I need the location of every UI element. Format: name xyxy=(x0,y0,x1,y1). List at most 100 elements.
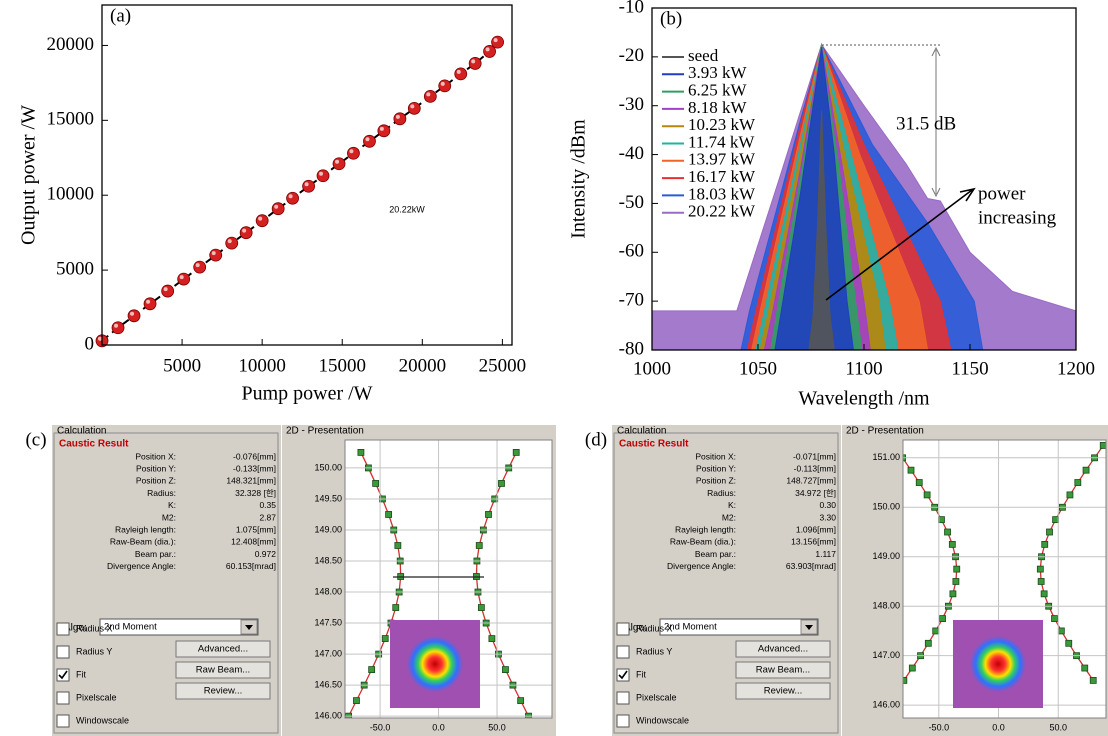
algo-select[interactable] xyxy=(659,618,819,636)
data-point xyxy=(502,666,509,673)
data-point xyxy=(1082,466,1090,474)
checkbox[interactable] xyxy=(56,691,70,705)
button[interactable] xyxy=(735,661,831,679)
button[interactable] xyxy=(735,682,831,700)
legend-label: 10.23 kW xyxy=(688,115,756,134)
data-point xyxy=(948,540,956,548)
data-point xyxy=(347,146,360,160)
button[interactable] xyxy=(175,661,271,679)
button-label: Review... xyxy=(204,686,243,697)
y-tick-label: 20000 xyxy=(47,34,95,55)
data-point xyxy=(394,542,402,549)
data-point xyxy=(1046,528,1053,536)
checkbox[interactable] xyxy=(616,668,630,682)
x-tick-label: 1000 xyxy=(633,358,671,379)
field-value: 63.903[mrad] xyxy=(786,561,836,571)
x-tick-label: 1200 xyxy=(1057,358,1095,379)
data-point xyxy=(143,297,157,311)
button[interactable] xyxy=(175,682,271,700)
data-point xyxy=(1051,615,1058,622)
field-label: Raw-Beam (dia.): xyxy=(110,537,176,547)
x-tick-label: 20000 xyxy=(399,355,447,376)
highlight xyxy=(349,149,354,154)
field-label: Divergence Angle: xyxy=(107,561,176,571)
y-tick-label: -60 xyxy=(619,241,644,262)
data-point xyxy=(423,89,437,103)
y-tick-label: 148.00 xyxy=(872,601,900,611)
data-point xyxy=(1081,664,1089,672)
y-axis-label: Output power /W xyxy=(18,105,40,245)
highlight xyxy=(130,311,135,316)
highlight xyxy=(426,92,431,97)
y-tick-label: -40 xyxy=(619,143,644,164)
checkbox-label: Fit xyxy=(636,669,646,679)
checkbox[interactable] xyxy=(56,645,70,659)
y-tick-label: 150.00 xyxy=(872,502,900,512)
checkbox[interactable] xyxy=(616,714,630,728)
inset-text: 20.22kW xyxy=(389,204,425,214)
data-point xyxy=(1052,516,1060,524)
x-tick-label: 0.0 xyxy=(432,722,445,732)
data-point xyxy=(944,528,951,536)
y-tick-label: 10000 xyxy=(47,184,95,205)
legend-label: seed xyxy=(688,46,719,65)
field-label: Rayleigh length: xyxy=(675,524,736,534)
x-tick-label: -50.0 xyxy=(370,722,391,732)
field-label: Beam par.: xyxy=(695,549,736,559)
highlight xyxy=(471,59,476,64)
x-tick-label: -50.0 xyxy=(929,722,950,732)
checkbox[interactable] xyxy=(616,622,630,636)
data-point xyxy=(517,697,525,705)
result-title: Caustic Result xyxy=(59,439,129,450)
algo-value: 2nd Moment xyxy=(104,622,157,633)
data-point xyxy=(923,491,931,499)
plot-content xyxy=(652,42,1076,350)
plot-title: 2D - Presentation xyxy=(846,426,924,437)
button-label: Review... xyxy=(764,686,803,697)
algo-select[interactable] xyxy=(99,618,259,636)
field-value: 3.30 xyxy=(819,512,836,522)
data-point xyxy=(377,124,391,138)
checkbox[interactable] xyxy=(56,668,70,682)
checkbox[interactable] xyxy=(616,645,630,659)
x-tick-label: 5000 xyxy=(163,355,201,376)
checkbox[interactable] xyxy=(56,714,70,728)
y-tick-label: 150.00 xyxy=(314,462,342,472)
field-value: 32.328 [한] xyxy=(235,488,276,498)
data-point xyxy=(438,79,452,93)
data-point xyxy=(225,236,239,250)
highlight xyxy=(379,126,384,131)
field-label: M2: xyxy=(722,512,736,522)
data-point xyxy=(407,101,421,115)
highlight xyxy=(395,114,400,119)
checkbox[interactable] xyxy=(56,622,70,636)
highlight xyxy=(114,323,119,328)
checkbox-label: Radius X xyxy=(76,623,113,633)
button[interactable] xyxy=(175,640,271,658)
data-point xyxy=(908,664,916,672)
checkbox[interactable] xyxy=(616,691,630,705)
highlight xyxy=(163,287,168,292)
x-tick-label: 15000 xyxy=(318,355,366,376)
annotation: power xyxy=(978,183,1026,204)
x-tick-label: 1100 xyxy=(845,358,882,379)
checkbox-label: Radius X xyxy=(636,623,673,633)
data-point xyxy=(454,67,468,81)
field-value: 1.075[mm] xyxy=(236,524,276,534)
data-point xyxy=(353,697,360,705)
legend-label: 3.93 kW xyxy=(688,63,748,82)
dropdown-arrow xyxy=(245,625,253,630)
data-point xyxy=(372,480,380,487)
field-value: 148.727[mm] xyxy=(786,476,836,486)
data-point xyxy=(907,466,915,474)
y-axis-label: Intensity /dBm xyxy=(568,119,590,239)
check-mark xyxy=(58,670,68,680)
field-label: Radius: xyxy=(147,488,176,498)
highlight xyxy=(98,336,102,341)
button[interactable] xyxy=(735,640,831,658)
y-tick-label: 149.00 xyxy=(872,551,900,561)
algo-label: Algo: xyxy=(64,623,87,634)
data-point xyxy=(357,449,365,456)
data-point xyxy=(488,635,496,642)
plot-frame xyxy=(902,439,1107,719)
